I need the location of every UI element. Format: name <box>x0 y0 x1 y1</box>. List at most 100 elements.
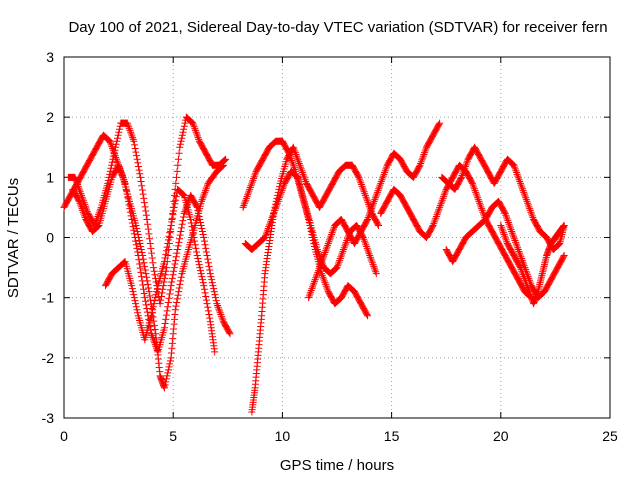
data-point <box>180 125 188 133</box>
data-point <box>501 234 509 242</box>
data-point <box>78 193 86 201</box>
data-point <box>463 159 471 167</box>
data-point <box>510 233 518 241</box>
data-point <box>279 183 287 191</box>
data-point <box>202 244 210 252</box>
data-point <box>160 278 168 286</box>
data-point <box>478 205 486 213</box>
data-point <box>204 303 212 311</box>
data-point <box>374 187 382 195</box>
data-point <box>192 128 200 136</box>
data-point <box>148 309 156 317</box>
data-point <box>518 255 526 263</box>
data-point <box>374 220 382 228</box>
data-point <box>460 166 468 174</box>
data-point <box>336 255 344 263</box>
data-point <box>298 167 306 175</box>
data-point <box>172 256 180 264</box>
data-point <box>529 214 537 222</box>
data-point <box>511 237 519 245</box>
data-point <box>366 253 374 261</box>
data-point <box>438 198 446 206</box>
data-point <box>220 156 228 164</box>
data-point <box>441 189 449 197</box>
data-point <box>164 366 172 374</box>
data-point <box>162 311 170 319</box>
data-point <box>76 188 84 196</box>
data-point <box>139 285 147 293</box>
data-point <box>171 200 179 208</box>
data-point <box>248 180 256 188</box>
data-point <box>560 221 568 229</box>
data-point <box>160 384 168 392</box>
data-point <box>136 260 144 268</box>
data-point <box>268 214 276 222</box>
data-point <box>145 284 153 292</box>
data-point <box>189 230 197 238</box>
data-point <box>513 169 521 177</box>
data-point <box>343 237 351 245</box>
x-tick-label: 5 <box>169 428 177 444</box>
data-point <box>506 224 514 232</box>
data-point <box>163 243 171 251</box>
data-point <box>198 197 206 205</box>
data-point <box>145 230 153 238</box>
data-point <box>298 169 306 177</box>
data-point <box>367 206 375 214</box>
data-point <box>128 219 136 227</box>
data-point <box>113 157 121 165</box>
data-point <box>115 128 123 136</box>
data-point <box>289 143 297 151</box>
data-point <box>179 191 187 199</box>
data-point <box>522 196 530 204</box>
data-point <box>140 289 148 297</box>
data-point <box>171 260 179 268</box>
data-point <box>137 178 145 186</box>
data-point <box>373 190 381 198</box>
data-point <box>146 296 154 304</box>
data-point <box>160 324 168 332</box>
data-point <box>266 221 274 229</box>
data-point <box>355 173 363 181</box>
data-point <box>181 208 189 216</box>
data-point <box>315 251 323 259</box>
data-point <box>370 262 378 270</box>
data-point <box>201 241 209 249</box>
data-point <box>128 132 136 140</box>
data-point <box>173 298 181 306</box>
data-point <box>152 291 160 299</box>
data-point <box>264 224 272 232</box>
data-point <box>174 291 182 299</box>
data-point <box>94 212 102 220</box>
data-point <box>165 363 173 371</box>
data-point <box>360 235 368 243</box>
data-point <box>431 216 439 224</box>
data-point <box>174 155 182 163</box>
data-point <box>435 205 443 213</box>
data-point <box>195 135 203 143</box>
series-sat-h <box>305 119 444 302</box>
data-point <box>291 147 299 155</box>
data-point <box>329 227 337 235</box>
data-point <box>519 258 527 266</box>
data-point <box>217 311 225 319</box>
data-point <box>164 303 172 311</box>
data-point <box>150 264 158 272</box>
y-tick-label: -3 <box>42 410 55 426</box>
data-point <box>334 260 342 268</box>
data-point <box>523 282 531 290</box>
data-point <box>139 281 147 289</box>
data-point <box>362 241 370 249</box>
data-point <box>509 231 517 239</box>
data-point <box>164 369 172 377</box>
data-point <box>372 270 380 278</box>
data-point <box>314 267 322 275</box>
data-point <box>342 240 350 248</box>
data-point <box>275 194 283 202</box>
data-point <box>271 205 279 213</box>
data-point <box>383 163 391 171</box>
data-point <box>226 330 234 338</box>
data-point <box>205 311 213 319</box>
data-point <box>497 221 505 229</box>
data-point <box>153 285 161 293</box>
